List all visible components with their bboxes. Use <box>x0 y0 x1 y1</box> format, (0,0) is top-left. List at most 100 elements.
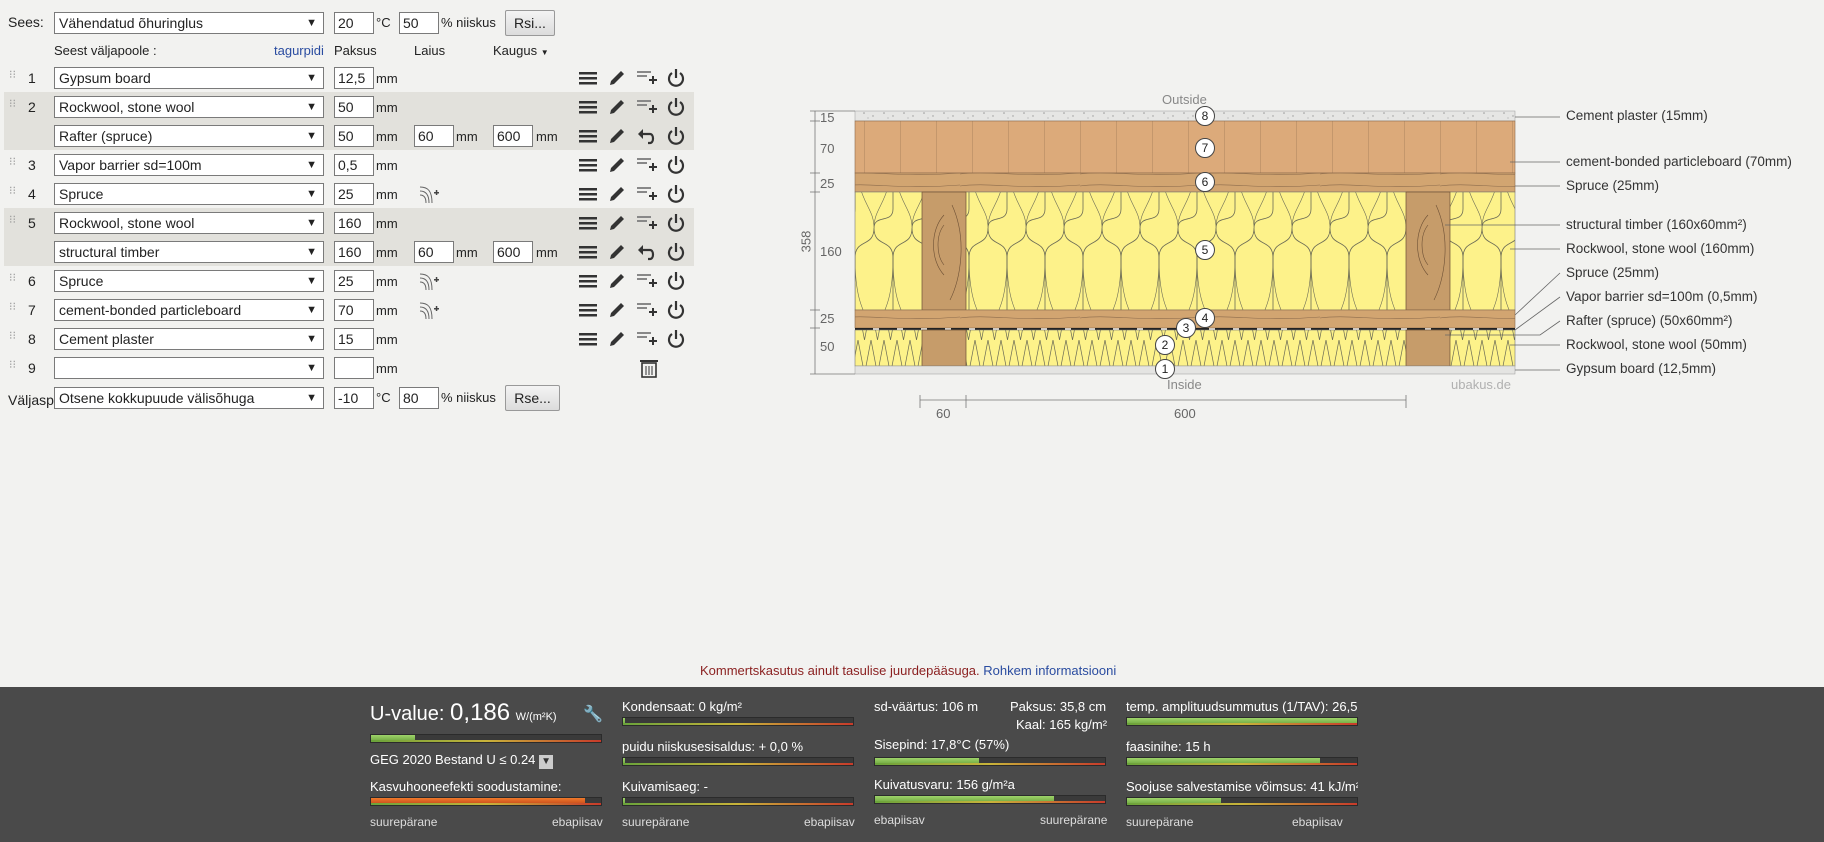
edit-pencil-icon[interactable] <box>606 125 628 147</box>
wood-grain-add-icon[interactable] <box>418 270 440 292</box>
wood-grain-add-icon[interactable] <box>418 299 440 321</box>
drag-handle-icon[interactable]: ⁝⁝ <box>9 330 16 342</box>
layer-width-input[interactable]: 60 <box>414 125 454 147</box>
wood-grain-add-icon[interactable] <box>418 183 440 205</box>
add-layer-icon[interactable] <box>636 328 658 350</box>
power-icon[interactable] <box>665 183 687 205</box>
power-icon[interactable] <box>665 241 687 263</box>
uvalue-block: U-value: 0,186 W/(m²K) <box>370 699 557 727</box>
undo-icon[interactable] <box>636 125 658 147</box>
layer-thickness-input[interactable]: 25 <box>334 270 374 292</box>
dropdown-arrow-icon: ▼ <box>306 188 317 200</box>
wrench-icon[interactable]: 🔧 <box>583 706 603 723</box>
outside-climate-select[interactable]: Otsene kokkupuude välisõhuga ▼ <box>54 387 324 409</box>
edit-pencil-icon[interactable] <box>606 328 628 350</box>
inside-humidity-input[interactable]: 50 <box>399 12 439 34</box>
menu-icon[interactable] <box>577 125 599 147</box>
greenhouse-bar-fill <box>371 798 585 805</box>
add-layer-icon[interactable] <box>636 154 658 176</box>
edit-pencil-icon[interactable] <box>606 241 628 263</box>
layer-thickness-input[interactable] <box>334 357 374 379</box>
menu-icon[interactable] <box>577 241 599 263</box>
drag-handle-icon[interactable]: ⁝⁝ <box>9 359 16 371</box>
layer-thickness-input[interactable]: 50 <box>334 96 374 118</box>
menu-icon[interactable] <box>577 270 599 292</box>
power-icon[interactable] <box>665 299 687 321</box>
edit-pencil-icon[interactable] <box>606 212 628 234</box>
layer-material-select[interactable]: Rafter (spruce) ▼ <box>54 125 324 147</box>
layer-material-select[interactable]: ▼ <box>54 357 324 379</box>
outside-humidity-input[interactable]: 80 <box>399 387 439 409</box>
layer-material-value: structural timber <box>59 244 160 260</box>
layer-thickness-input[interactable]: 25 <box>334 183 374 205</box>
menu-icon[interactable] <box>577 299 599 321</box>
drag-handle-icon[interactable]: ⁝⁝ <box>9 301 16 313</box>
menu-icon[interactable] <box>577 328 599 350</box>
drag-handle-icon[interactable]: ⁝⁝ <box>9 272 16 284</box>
menu-icon[interactable] <box>577 154 599 176</box>
edit-pencil-icon[interactable] <box>606 96 628 118</box>
add-layer-icon[interactable] <box>636 67 658 89</box>
layer-thickness-input[interactable]: 50 <box>334 125 374 147</box>
rsi-button[interactable]: Rsi... <box>505 10 555 36</box>
inside-temp-input[interactable]: 20 <box>334 12 374 34</box>
layer-material-select[interactable]: Spruce ▼ <box>54 183 324 205</box>
drag-handle-icon[interactable]: ⁝⁝ <box>9 185 16 197</box>
layer-width-input[interactable]: 60 <box>414 241 454 263</box>
add-layer-icon[interactable] <box>636 299 658 321</box>
menu-icon[interactable] <box>577 96 599 118</box>
power-icon[interactable] <box>665 125 687 147</box>
edit-pencil-icon[interactable] <box>606 183 628 205</box>
layer-thickness-input[interactable]: 160 <box>334 212 374 234</box>
layer-distance-input[interactable]: 600 <box>493 125 533 147</box>
add-layer-icon[interactable] <box>636 183 658 205</box>
rse-button[interactable]: Rse... <box>505 385 560 411</box>
add-layer-icon[interactable] <box>636 270 658 292</box>
edit-pencil-icon[interactable] <box>606 299 628 321</box>
power-icon[interactable] <box>665 154 687 176</box>
inside-climate-select[interactable]: Vähendatud õhuringlus ▼ <box>54 12 324 34</box>
standard-select[interactable]: GEG 2020 Bestand U ≤ 0.24 ▼ <box>370 752 554 769</box>
edit-pencil-icon[interactable] <box>606 270 628 292</box>
layer-material-select[interactable]: cement-bonded particleboard ▼ <box>54 299 324 321</box>
add-layer-icon[interactable] <box>636 96 658 118</box>
power-icon[interactable] <box>665 270 687 292</box>
undo-icon[interactable] <box>636 241 658 263</box>
power-icon[interactable] <box>665 328 687 350</box>
menu-icon[interactable] <box>577 67 599 89</box>
power-icon[interactable] <box>665 96 687 118</box>
layer-thickness-input[interactable]: 160 <box>334 241 374 263</box>
menu-icon[interactable] <box>577 212 599 234</box>
more-info-link[interactable]: Rohkem informatsiooni <box>983 663 1117 678</box>
layer-material-select[interactable]: Spruce ▼ <box>54 270 324 292</box>
layer-material-select[interactable]: Gypsum board ▼ <box>54 67 324 89</box>
drag-handle-icon[interactable]: ⁝⁝ <box>9 98 16 110</box>
layer-thickness-input[interactable]: 12,5 <box>334 67 374 89</box>
outside-temp-input[interactable]: -10 <box>334 387 374 409</box>
add-layer-icon[interactable] <box>636 212 658 234</box>
layer-number: 9 <box>28 360 36 376</box>
layer-thickness-input[interactable]: 0,5 <box>334 154 374 176</box>
layer-distance-input[interactable]: 600 <box>493 241 533 263</box>
edit-pencil-icon[interactable] <box>606 67 628 89</box>
col-distance[interactable]: Kaugus ▼ <box>493 43 549 61</box>
trash-icon[interactable] <box>638 357 660 379</box>
drag-handle-icon[interactable]: ⁝⁝ <box>9 214 16 226</box>
layer-material-select[interactable]: Rockwool, stone wool ▼ <box>54 212 324 234</box>
menu-icon[interactable] <box>577 183 599 205</box>
power-icon[interactable] <box>665 67 687 89</box>
col-width: Laius <box>414 43 446 58</box>
layer-material-select[interactable]: Vapor barrier sd=100m ▼ <box>54 154 324 176</box>
layer-material-select[interactable]: structural timber ▼ <box>54 241 324 263</box>
layer-material-select[interactable]: Rockwool, stone wool ▼ <box>54 96 324 118</box>
layer-thickness-input[interactable]: 70 <box>334 299 374 321</box>
layer-thickness-input[interactable]: 15 <box>334 328 374 350</box>
reverse-link[interactable]: tagurpidi <box>274 43 324 58</box>
drag-handle-icon[interactable]: ⁝⁝ <box>9 69 16 81</box>
layer-material-select[interactable]: Cement plaster ▼ <box>54 328 324 350</box>
drag-handle-icon[interactable]: ⁝⁝ <box>9 156 16 168</box>
layer-number: 5 <box>28 215 36 231</box>
uvalue-bar-scale <box>371 740 601 742</box>
edit-pencil-icon[interactable] <box>606 154 628 176</box>
power-icon[interactable] <box>665 212 687 234</box>
